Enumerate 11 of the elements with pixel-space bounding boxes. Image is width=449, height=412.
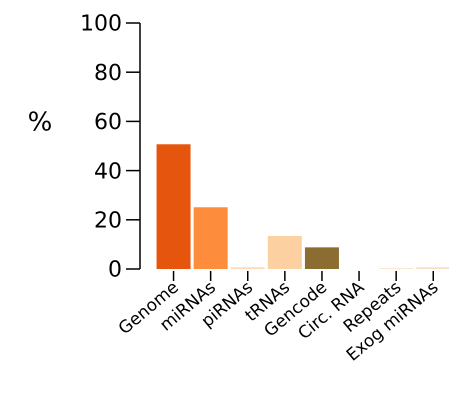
y-tick-label: 40 bbox=[94, 159, 122, 184]
y-tick-label: 80 bbox=[94, 60, 122, 86]
y-tick-label: 60 bbox=[94, 110, 122, 136]
bar bbox=[268, 236, 302, 269]
y-tick-label: 0 bbox=[108, 258, 122, 283]
y-tick-label: 100 bbox=[80, 12, 122, 37]
bar bbox=[304, 247, 339, 269]
y-axis-title: % bbox=[28, 108, 52, 138]
y-tick-label: 20 bbox=[94, 208, 122, 234]
bar bbox=[194, 207, 228, 269]
bar bbox=[156, 144, 191, 269]
